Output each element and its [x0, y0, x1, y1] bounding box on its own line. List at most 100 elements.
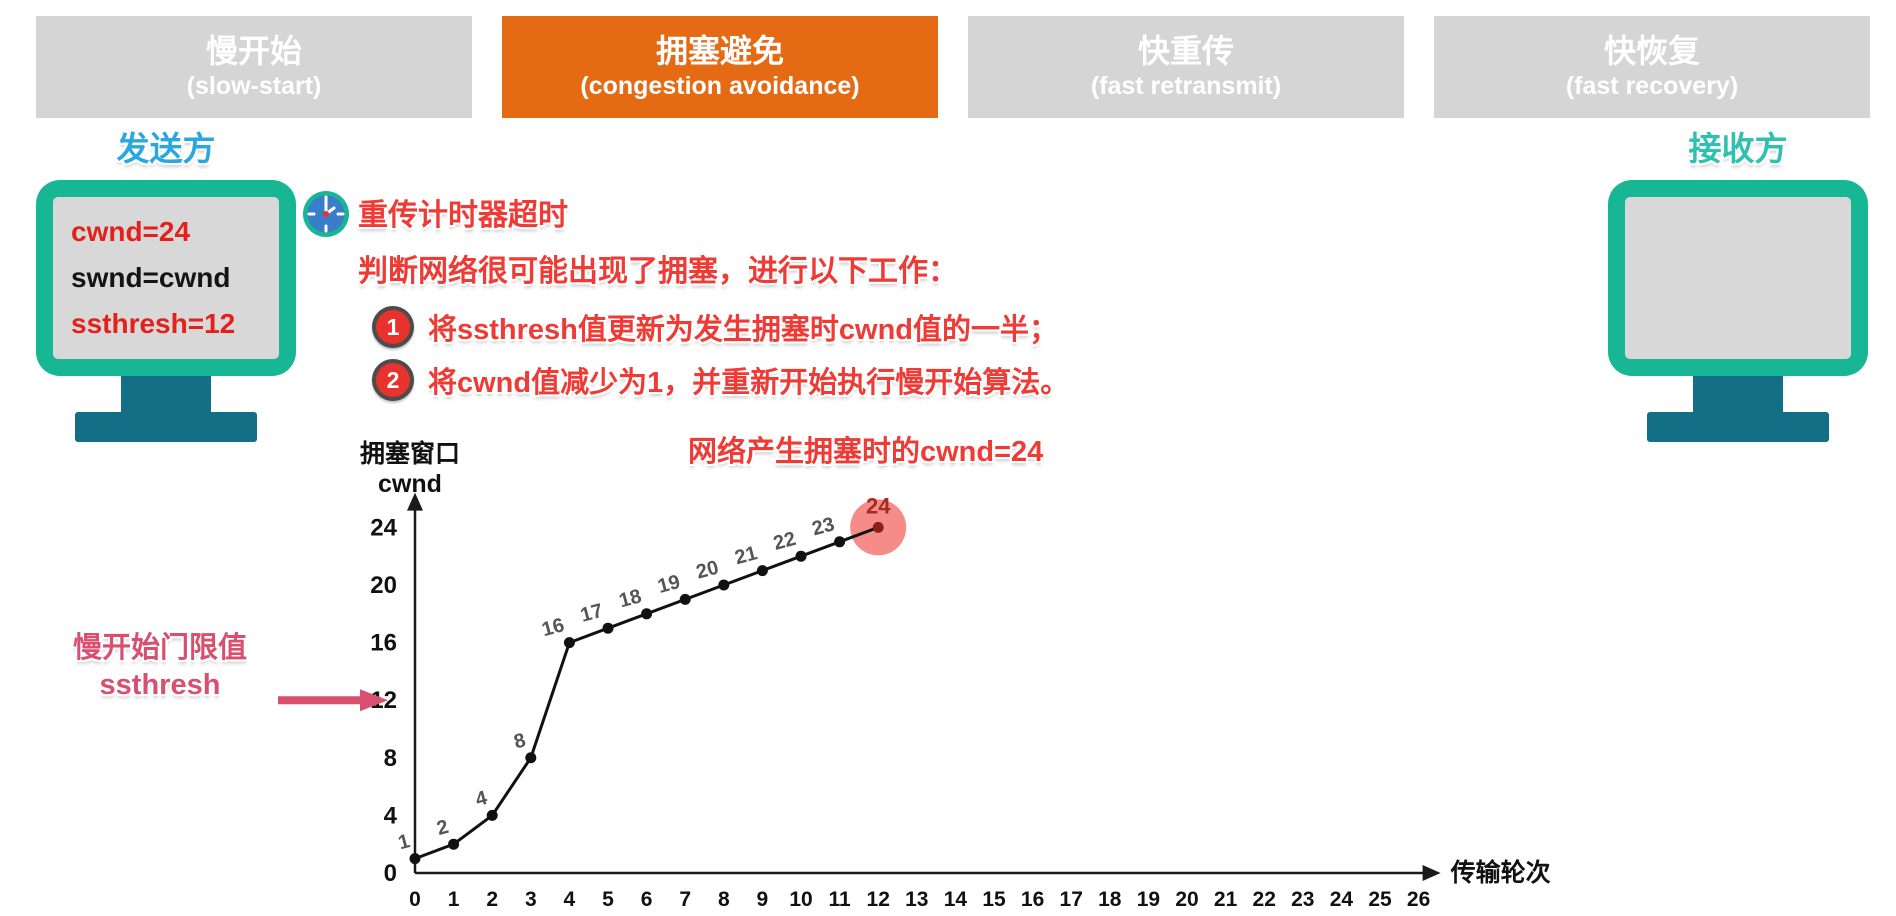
- tab-label-en: (congestion avoidance): [580, 72, 860, 101]
- tab-fast-recovery[interactable]: 快恢复 (fast recovery): [1434, 16, 1870, 118]
- x-tick-label: 9: [757, 888, 769, 911]
- tab-label-zh: 慢开始: [205, 33, 302, 70]
- x-tick-label: 17: [1060, 888, 1083, 911]
- ssthresh-annotation-zh: 慢开始门限值: [72, 632, 247, 664]
- data-point: [834, 536, 846, 548]
- tab-fast-retransmit[interactable]: 快重传 (fast retransmit): [968, 16, 1404, 118]
- ssthresh-arrowhead: [360, 689, 388, 712]
- data-point-label: 22: [771, 528, 798, 555]
- sender-monitor: cwnd=24 swnd=cwnd ssthresh=12: [36, 180, 296, 376]
- y-axis-title-en: cwnd: [378, 470, 442, 498]
- x-tick-label: 4: [564, 888, 576, 911]
- y-axis-title-zh: 拥塞窗口: [360, 439, 460, 468]
- tab-congestion-avoidance[interactable]: 拥塞避免 (congestion avoidance): [502, 16, 938, 118]
- receiver-monitor: [1608, 180, 1868, 376]
- x-tick-label: 3: [525, 888, 537, 911]
- x-tick-label: 21: [1214, 888, 1238, 911]
- data-point: [602, 622, 614, 634]
- x-tick-label: 24: [1330, 888, 1354, 911]
- timeout-notice: 重传计时器超时 判断网络很可能出现了拥塞，进行以下工作： 1 将ssthresh…: [358, 190, 1069, 402]
- x-tick-label: 26: [1407, 888, 1430, 911]
- data-point-label: 20: [694, 557, 721, 584]
- x-axis-arrowhead: [1422, 865, 1441, 881]
- sender-title: 发送方: [116, 130, 216, 167]
- y-tick-label: 24: [370, 514, 397, 541]
- x-tick-label: 1: [448, 888, 460, 911]
- sender-cwnd-value: cwnd=24: [71, 216, 191, 247]
- data-point: [756, 565, 768, 577]
- data-point-label: 18: [617, 585, 644, 612]
- ssthresh-annotation: 慢开始门限值 ssthresh: [42, 630, 278, 704]
- x-tick-label: 22: [1253, 888, 1276, 911]
- data-point-label: 19: [655, 571, 682, 598]
- step-2-text: 将cwnd值减少为1，并重新开始执行慢开始算法。: [428, 367, 1070, 399]
- x-tick-label: 8: [718, 888, 730, 911]
- tab-label-zh: 拥塞避免: [655, 33, 784, 70]
- notice-subtitle: 判断网络很可能出现了拥塞，进行以下工作：: [358, 255, 958, 288]
- step-1-badge: 1: [372, 306, 414, 348]
- notice-item-1: 1 将ssthresh值更新为发生拥塞时cwnd值的一半；: [372, 305, 1069, 349]
- congestion-point-annotation: 网络产生拥塞时的cwnd=24: [688, 436, 1044, 468]
- data-point-label: 16: [540, 614, 567, 641]
- data-point: [409, 853, 421, 865]
- step-2-badge: 2: [372, 359, 414, 401]
- data-point: [563, 637, 575, 649]
- y-tick-label: 8: [384, 745, 397, 772]
- tab-label-en: (fast recovery): [1565, 72, 1739, 101]
- x-tick-label: 15: [982, 888, 1006, 911]
- sender-swnd-value: swnd=cwnd: [71, 262, 231, 293]
- x-tick-label: 10: [789, 888, 812, 911]
- data-point-label: 23: [810, 513, 837, 540]
- y-tick-label: 20: [370, 572, 397, 599]
- tab-slow-start[interactable]: 慢开始 (slow-start): [36, 16, 472, 118]
- x-tick-label: 12: [867, 888, 890, 911]
- data-point-label: 21: [733, 542, 760, 569]
- data-point: [679, 593, 691, 605]
- x-tick-label: 2: [486, 888, 498, 911]
- data-point: [872, 521, 884, 533]
- sender-ssthresh-value: ssthresh=12: [71, 308, 236, 339]
- receiver-host: 接收方: [1608, 122, 1868, 442]
- receiver-screen: [1625, 197, 1851, 359]
- data-point: [486, 809, 498, 821]
- clock-icon: [303, 191, 349, 237]
- x-tick-label: 16: [1021, 888, 1044, 911]
- data-point-label: 17: [578, 600, 605, 627]
- data-point: [795, 550, 807, 562]
- data-point: [448, 838, 460, 850]
- monitor-base: [1647, 412, 1829, 442]
- data-point-label: 24: [866, 493, 891, 518]
- monitor-stand: [121, 376, 211, 412]
- sender-screen: cwnd=24 swnd=cwnd ssthresh=12: [53, 197, 279, 359]
- data-point-label: 8: [512, 729, 528, 753]
- x-tick-label: 25: [1368, 888, 1392, 911]
- data-point-label: 2: [434, 816, 450, 840]
- x-axis-title: 传输轮次: [1450, 858, 1551, 887]
- x-tick-label: 6: [641, 888, 653, 911]
- data-point: [525, 752, 537, 764]
- data-point: [718, 579, 730, 591]
- tab-label-zh: 快恢复: [1603, 33, 1700, 70]
- y-tick-label: 16: [370, 630, 397, 657]
- data-point: [641, 608, 653, 620]
- monitor-base: [75, 412, 257, 442]
- tab-label-en: (slow-start): [186, 72, 322, 101]
- x-tick-label: 23: [1291, 888, 1314, 911]
- y-tick-label: 4: [384, 802, 398, 829]
- x-tick-label: 18: [1098, 888, 1122, 911]
- x-tick-label: 13: [905, 888, 928, 911]
- x-tick-label: 7: [679, 888, 691, 911]
- x-tick-label: 19: [1137, 888, 1160, 911]
- receiver-title: 接收方: [1688, 130, 1788, 167]
- x-tick-label: 11: [828, 888, 851, 911]
- x-tick-label: 14: [944, 888, 968, 911]
- x-tick-label: 5: [602, 888, 614, 911]
- tab-label-zh: 快重传: [1137, 33, 1234, 70]
- sender-host: 发送方 cwnd=24 swnd=cwnd ssthresh=12: [36, 122, 296, 442]
- ssthresh-annotation-en: ssthresh: [99, 669, 221, 701]
- notice-title: 重传计时器超时: [358, 199, 568, 232]
- data-point-label: 4: [473, 787, 490, 811]
- y-tick-label: 0: [384, 860, 397, 887]
- data-point-label: 1: [396, 830, 412, 854]
